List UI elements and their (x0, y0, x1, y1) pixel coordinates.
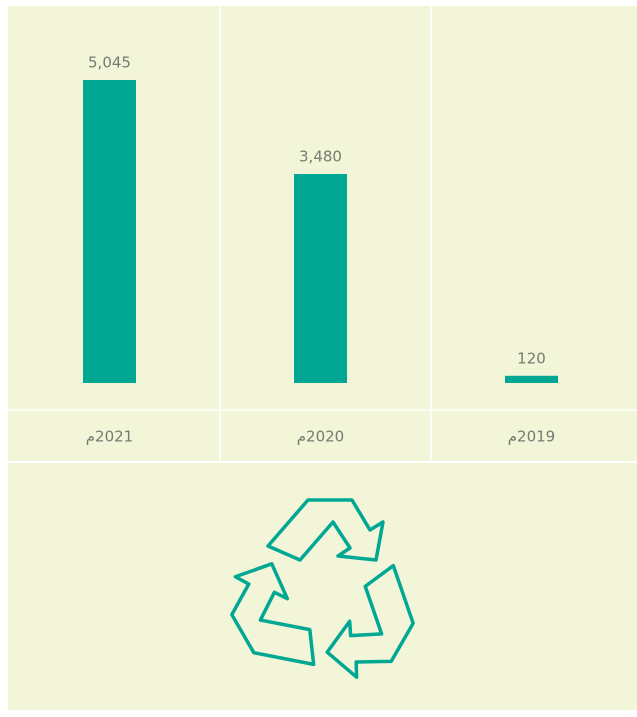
bar (294, 173, 347, 383)
recycle-icon (214, 498, 435, 690)
bar (505, 375, 558, 383)
x-tick-label: 2021م (86, 428, 133, 446)
value-label: 3,480 (299, 147, 342, 165)
recycle-arrow (266, 498, 385, 562)
x-tick-label: 2020م (297, 428, 344, 446)
value-label: 120 (517, 349, 546, 367)
x-tick-label: 2019م (508, 428, 555, 446)
value-label: 5,045 (88, 54, 131, 72)
bar (83, 80, 136, 383)
